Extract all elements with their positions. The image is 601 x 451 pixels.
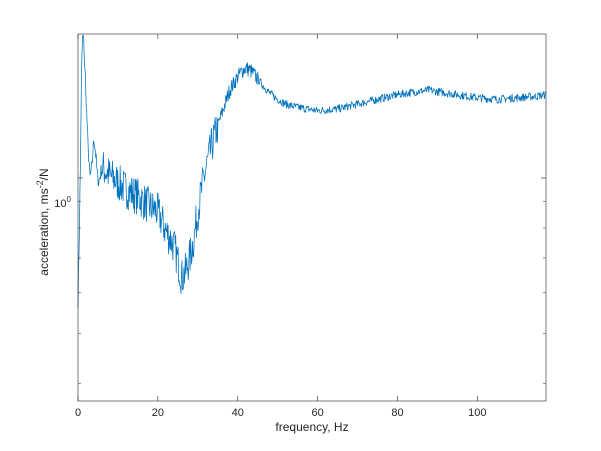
x-tick-label: 0 bbox=[75, 407, 81, 419]
data-series-line bbox=[77, 34, 546, 309]
y-tick-label-base: 10 bbox=[54, 198, 66, 210]
x-tick-label: 100 bbox=[468, 407, 486, 419]
x-axis-label: frequency, Hz bbox=[275, 420, 348, 434]
y-axis-label-suffix: /N bbox=[37, 168, 51, 180]
plot-area bbox=[77, 34, 546, 309]
x-tick-label: 60 bbox=[311, 407, 323, 419]
y-tick-label: 100 bbox=[54, 195, 71, 210]
y-axis-label: acceleration, ms-2/N bbox=[35, 168, 51, 275]
axes-box bbox=[77, 33, 547, 402]
y-axis-label-exponent: -2 bbox=[35, 180, 45, 188]
x-tick-label: 40 bbox=[232, 407, 244, 419]
x-tick-label: 80 bbox=[391, 407, 403, 419]
x-tick-label: 20 bbox=[152, 407, 164, 419]
axes: 0 20 40 60 80 100 bbox=[75, 33, 547, 419]
y-axis-label-base: acceleration, ms bbox=[37, 188, 51, 275]
y-tick-label-exponent: 0 bbox=[67, 195, 72, 204]
